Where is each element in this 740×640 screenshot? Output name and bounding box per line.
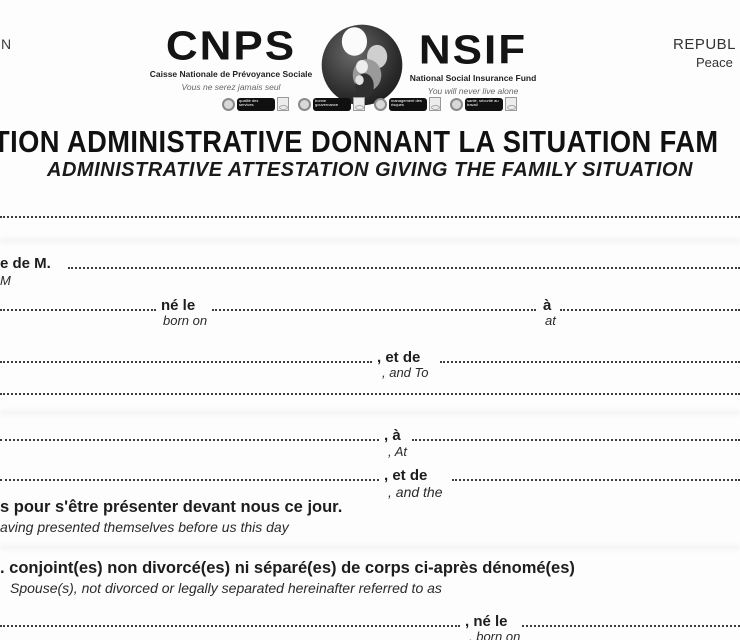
label-and-of2-en: , and the xyxy=(388,484,443,500)
cnps-name: Caisse Nationale de Prévoyance Sociale xyxy=(149,68,313,79)
statement-presented-fr: s pour s'être présenter devant nous ce j… xyxy=(0,498,343,516)
label-born-on-fr: né le xyxy=(161,297,196,314)
statement-presented-en: aving presented themselves before us thi… xyxy=(0,519,289,535)
certification-badge: management des risques xyxy=(374,97,441,111)
dotted-field xyxy=(412,439,740,441)
nsif-name: National Social Insurance Fund xyxy=(409,72,537,83)
dotted-field xyxy=(0,439,379,441)
globe-icon xyxy=(298,97,311,111)
nsif-acronym: NSIF xyxy=(418,27,528,73)
badge-label: management des risques xyxy=(389,97,427,111)
scan-artifact xyxy=(0,545,740,550)
label-at2-fr: , à xyxy=(384,427,401,444)
label-at-en: at xyxy=(545,313,556,328)
dotted-field xyxy=(0,479,379,481)
label-requester-en: M xyxy=(0,273,11,288)
motto-fragment: Peace xyxy=(696,55,733,70)
scan-artifact xyxy=(0,238,740,243)
certificate-icon xyxy=(353,97,365,111)
dotted-field xyxy=(0,216,740,218)
label-and-of-fr: , et de xyxy=(377,349,421,366)
cnps-logo: CNPS Caisse Nationale de Prévoyance Soci… xyxy=(144,23,318,92)
label-born-on-en: born on xyxy=(163,313,208,328)
badge-label: bonne gouvernance xyxy=(313,97,351,111)
certification-badges: qualité des services bonne gouvernance m… xyxy=(222,97,517,111)
label-born2-fr: , né le xyxy=(465,613,508,630)
dotted-field xyxy=(440,361,740,363)
cnps-slogan: Vous ne serez jamais seul xyxy=(181,81,281,92)
certificate-icon xyxy=(505,97,517,111)
dotted-field xyxy=(0,361,372,363)
label-and-of2-fr: , et de xyxy=(384,467,428,484)
dotted-field xyxy=(560,309,740,311)
nsif-slogan: You will never live alone xyxy=(427,85,519,96)
dotted-field xyxy=(0,625,460,627)
cnps-acronym: CNPS xyxy=(165,23,297,69)
dotted-field xyxy=(0,309,156,311)
certification-badge: qualité des services xyxy=(222,97,289,111)
certification-badge: santé, sécurité au travail xyxy=(450,97,517,111)
globe-icon xyxy=(450,97,463,111)
dotted-field xyxy=(522,625,740,627)
certificate-icon xyxy=(277,97,289,111)
dotted-field xyxy=(212,309,536,311)
document-title-en: ADMINISTRATIVE ATTESTATION GIVING THE FA… xyxy=(47,159,693,181)
label-and-of-en: , and To xyxy=(382,365,429,380)
dotted-field xyxy=(68,267,740,269)
dotted-field xyxy=(452,479,740,481)
label-at2-en: , At xyxy=(388,444,408,459)
globe-icon xyxy=(374,97,387,111)
republic-title-fragment: REPUBL xyxy=(673,36,737,53)
nsif-logo: NSIF National Social Insurance Fund You … xyxy=(398,27,548,96)
document-title-fr: TION ADMINISTRATIVE DONNANT LA SITUATION… xyxy=(0,124,719,159)
label-requester-fr: e de M. xyxy=(0,255,51,272)
badge-label: qualité des services xyxy=(237,97,275,111)
header-left-fragment: N xyxy=(1,36,12,52)
certificate-icon xyxy=(429,97,441,111)
badge-label: santé, sécurité au travail xyxy=(465,97,503,111)
globe-icon xyxy=(222,97,235,111)
scan-artifact xyxy=(0,410,740,415)
family-emblem-icon xyxy=(320,22,404,113)
dotted-field xyxy=(0,393,740,395)
statement-spouses-fr: . conjoint(es) non divorcé(es) ni séparé… xyxy=(0,559,575,577)
certification-badge: bonne gouvernance xyxy=(298,97,365,111)
statement-spouses-en: Spouse(s), not divorced or legally separ… xyxy=(10,580,442,596)
label-at-fr: à xyxy=(543,297,552,314)
label-born2-en: , born on xyxy=(469,629,521,640)
